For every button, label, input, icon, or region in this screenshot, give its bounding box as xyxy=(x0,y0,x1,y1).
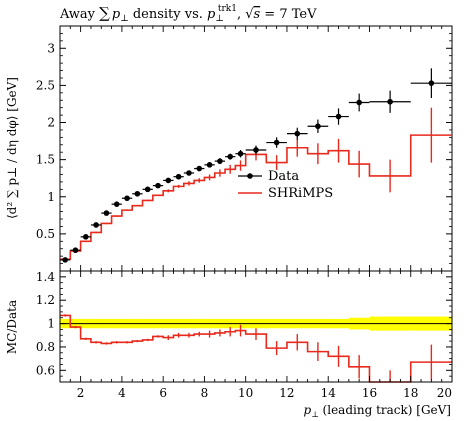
ratio-y-tick-label: 1.4 xyxy=(36,270,55,284)
x-tick-label: 6 xyxy=(159,386,167,400)
data-point xyxy=(335,113,342,120)
x-tick-label: 8 xyxy=(201,386,209,400)
data-point xyxy=(294,130,301,137)
data-point xyxy=(124,195,130,202)
data-point xyxy=(227,153,234,160)
title-eq: = 7 TeV xyxy=(260,7,317,22)
title-mid: density vs. xyxy=(129,7,207,22)
ratio-y-tick-label: 1 xyxy=(47,317,55,331)
data-point xyxy=(186,170,192,176)
x-label-rest: (leading track) [GeV] xyxy=(319,403,451,417)
ratio-y-axis-label: MC/Data xyxy=(5,300,19,354)
main-y-tick-label: 1.5 xyxy=(36,153,55,167)
x-tick-label: 18 xyxy=(403,386,418,400)
x-tick-label: 4 xyxy=(118,386,126,400)
x-tick-label: 20 xyxy=(437,386,452,400)
legend: Data SHRiMPS xyxy=(238,169,333,201)
data-point xyxy=(196,165,203,172)
legend-mc-label: SHRiMPS xyxy=(268,186,333,201)
data-point xyxy=(206,162,213,168)
data-point xyxy=(217,158,223,164)
title-sup: trk1 xyxy=(218,4,237,14)
data-point xyxy=(72,247,79,254)
ratio-panel: 0.6 0.8 1 1.2 1.4 2 4 6 8 10 12 14 16 18 20 MC/Data p… xyxy=(5,270,453,419)
data-point xyxy=(144,186,151,193)
x-label-p: p xyxy=(304,403,312,417)
shrimps-histogram xyxy=(60,107,452,260)
title-lead: Away xyxy=(59,7,99,22)
ratio-y-tick-label: 0.8 xyxy=(36,340,55,354)
data-point xyxy=(165,177,172,184)
legend-data-label: Data xyxy=(268,169,299,184)
main-panel: 0.5 1 1.5 2 2.5 3 ⟨d² ∑ p⊥ / dη dφ⟩ [GeV] xyxy=(5,25,453,272)
shrimps-ratio-histogram xyxy=(60,314,452,383)
x-tick-label: 14 xyxy=(321,386,337,400)
data-point xyxy=(113,201,120,207)
x-tick-label: 10 xyxy=(238,386,253,400)
x-tick-label: 16 xyxy=(362,386,377,400)
title-perp2: ⊥ xyxy=(215,14,223,24)
data-point xyxy=(82,234,89,240)
data-point xyxy=(253,147,259,153)
main-y-tick-label: 3 xyxy=(47,41,55,55)
ratio-y-tick-label: 0.6 xyxy=(36,363,55,377)
data-point xyxy=(356,99,362,106)
data-point xyxy=(237,150,244,157)
data-point xyxy=(62,257,68,263)
legend-data-marker xyxy=(247,173,253,179)
data-point xyxy=(155,182,161,189)
main-y-tick-label: 2.5 xyxy=(36,78,55,92)
data-point xyxy=(175,173,182,180)
data-point xyxy=(134,190,141,197)
title-s: s xyxy=(254,7,261,22)
main-y-tick-label: 1 xyxy=(47,190,55,204)
data-point xyxy=(273,139,280,146)
main-y-tick-label: 0.5 xyxy=(36,227,55,241)
ratio-y-tick-label: 1.2 xyxy=(36,293,55,307)
main-x-ticks xyxy=(69,26,453,271)
chart-title: Away ∑ p⊥ density vs. p⊥trk1, √s = 7 TeV xyxy=(59,4,317,24)
title-p1: p xyxy=(112,7,121,22)
title-p2: p xyxy=(207,7,216,22)
main-y-ticks: 0.5 1 1.5 2 2.5 3 xyxy=(36,33,452,264)
data-point xyxy=(387,98,393,105)
ratio-y-ticks: 0.6 0.8 1 1.2 1.4 xyxy=(36,270,452,377)
data-point xyxy=(103,210,110,216)
title-comma: , xyxy=(237,7,245,22)
x-tick-label: 12 xyxy=(279,386,294,400)
ratio-line xyxy=(60,314,452,383)
x-label-perp: ⊥ xyxy=(311,410,319,419)
title-sqrt: √ xyxy=(245,7,254,22)
ratio-x-ticks: 2 4 6 8 10 12 14 16 18 20 xyxy=(69,271,453,400)
data-point xyxy=(428,80,435,86)
data-points xyxy=(60,68,452,263)
title-perp1: ⊥ xyxy=(120,14,128,24)
title-sum: ∑ xyxy=(99,4,110,22)
main-y-tick-label: 2 xyxy=(47,116,55,130)
data-point xyxy=(93,222,99,228)
x-tick-label: 2 xyxy=(77,386,85,400)
main-y-axis-label: ⟨d² ∑ p⊥ / dη dφ⟩ [GeV] xyxy=(5,77,19,219)
data-point xyxy=(315,123,321,130)
x-axis-label: p⊥ (leading track) [GeV] xyxy=(304,403,451,419)
